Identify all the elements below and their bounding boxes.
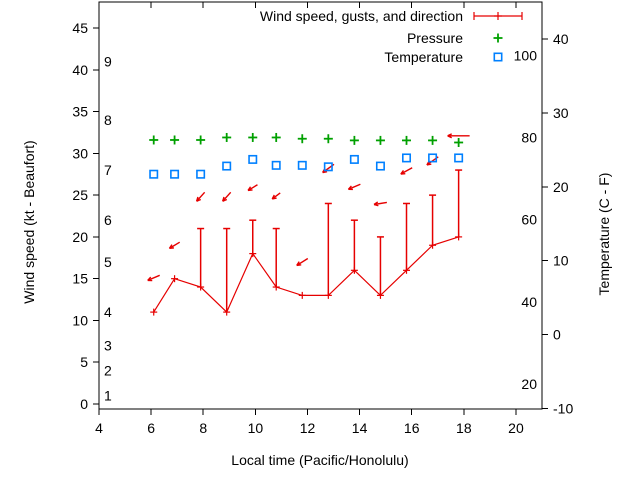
c-tick-label: 10 [553,253,569,269]
temperature-marker [297,160,307,170]
beaufort-label: 4 [104,304,112,320]
tick-labels: 4 6 8 10 12 14 16 18 200510152025303540451234567… [72,20,573,436]
wind-gust-bars [197,169,463,313]
axis-ticks [93,2,548,415]
kt-tick-label: 30 [72,145,88,161]
direction-arrow-head [196,198,202,202]
plot-border [98,1,543,410]
direction-arrow-shaft [373,201,387,206]
temperature-marker [454,153,464,163]
c-tick-label: 0 [553,327,561,343]
temperature-marker [196,169,206,179]
c-tick-label: 30 [553,105,569,121]
x-tick-label: 16 [404,420,420,436]
kt-tick-label: 35 [72,104,88,120]
temperature-marker [375,161,385,171]
temperature-marker [271,160,281,170]
legend-samples [473,12,523,62]
direction-arrow-shaft [296,257,309,267]
direction-arrow-shaft [271,192,281,200]
y-axis-title-left: Wind speed (kt - Beaufort) [21,140,37,304]
f-label: 20 [521,376,537,392]
direction-arrow-shaft [222,191,232,202]
direction-arrow-head [426,163,432,166]
kt-tick-label: 10 [72,312,88,328]
kt-tick-label: 15 [72,271,88,287]
direction-arrow-head [296,264,302,267]
wind-direction-arrows [147,133,470,282]
temperature-marker [428,153,438,163]
legend-label-wind: Wind speed, gusts, and direction [259,8,463,24]
c-tick-label: -10 [553,401,573,417]
temperature-marker [222,161,232,171]
kt-tick-label: 45 [72,20,88,36]
direction-arrow-head [373,203,379,207]
beaufort-label: 3 [104,338,112,354]
legend-temperature-sample [493,52,503,62]
direction-arrow-shaft [348,183,361,190]
kt-tick-label: 25 [72,187,88,203]
temperature-marker [248,154,258,164]
beaufort-label: 9 [104,53,112,69]
kt-tick-label: 0 [80,396,88,412]
direction-arrow-shaft [147,274,160,282]
kt-tick-label: 5 [80,354,88,370]
temperature-marker [402,153,412,163]
direction-arrow-head [272,197,277,200]
beaufort-label: 1 [104,388,112,404]
x-tick-label: 6 [147,420,155,436]
temperature-marker [149,169,159,179]
direction-arrow-shaft [196,191,206,202]
beaufort-label: 5 [104,254,112,270]
f-label: 80 [521,129,537,145]
y-axis-title-right: Temperature (C - F) [596,172,612,296]
beaufort-label: 7 [104,162,112,178]
pressure-series [149,132,464,147]
x-tick-label: 8 [199,420,207,436]
direction-arrow-head [222,198,228,202]
direction-arrow-head [322,170,328,174]
direction-arrow-shaft [247,184,258,192]
temperature-marker [349,154,359,164]
temperature-series [149,153,464,179]
direction-arrow-shaft [400,167,413,175]
f-label: 40 [521,294,537,310]
kt-tick-label: 20 [72,229,88,245]
temperature-marker [170,169,180,179]
beaufort-label: 2 [104,363,112,379]
wind-speed-line [153,236,459,314]
x-tick-label: 10 [248,420,264,436]
c-tick-label: 20 [553,179,569,195]
direction-arrow-head [447,135,453,139]
kt-tick-label: 40 [72,62,88,78]
x-tick-label: 14 [352,420,368,436]
legend-label-pressure: Pressure [406,30,463,46]
temperature-marker [323,162,333,172]
beaufort-label: 6 [104,212,112,228]
x-tick-label: 18 [456,420,472,436]
beaufort-label: 8 [104,112,112,128]
x-tick-label: 12 [300,420,316,436]
f-label: 100 [514,47,538,63]
direction-arrow-shaft [169,241,181,249]
x-axis-title: Local time (Pacific/Honolulu) [231,452,409,468]
x-tick-label: 4 [95,420,103,436]
legend-label-temperature: Temperature [384,49,463,65]
wind-speed-series [150,233,463,316]
f-label: 60 [521,212,537,228]
c-tick-label: 40 [553,31,569,47]
x-tick-label: 20 [508,420,524,436]
